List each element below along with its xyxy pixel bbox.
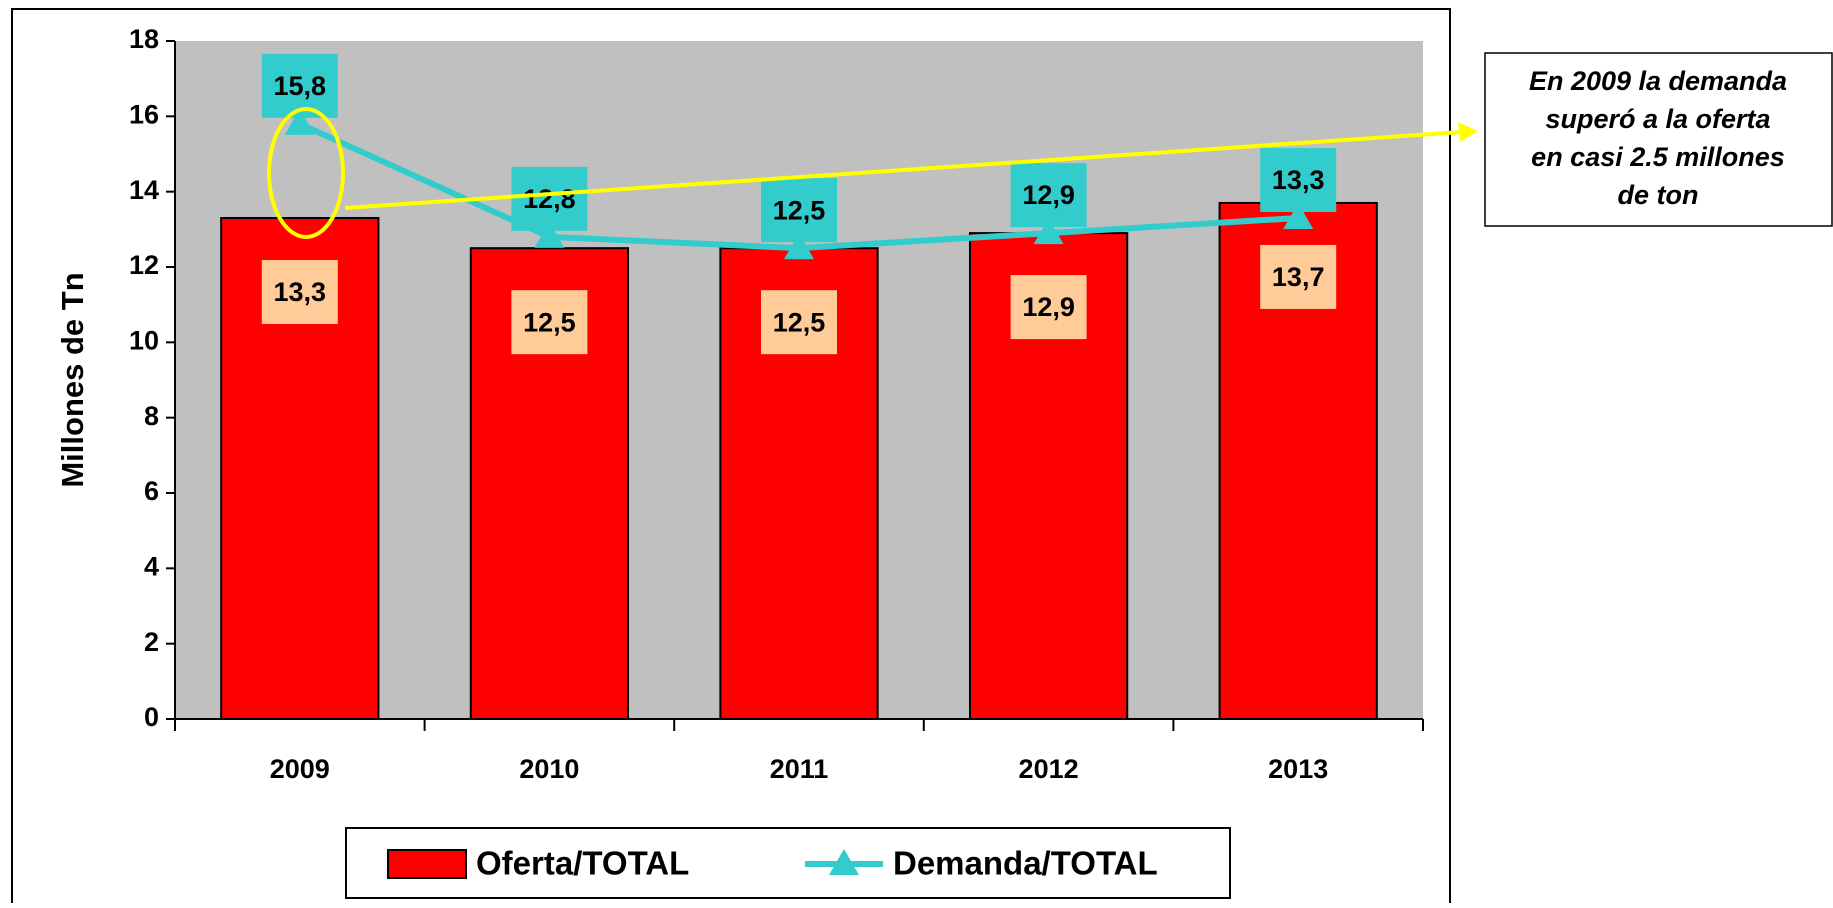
value-label-box [761, 178, 837, 243]
y-tick-label: 18 [129, 24, 159, 54]
line-marker [1033, 218, 1064, 245]
annotation-line: en casi 2.5 millones [1531, 142, 1785, 172]
value-label-box [1260, 244, 1337, 309]
y-tick-label: 10 [129, 325, 159, 355]
x-tick-label: 2009 [270, 754, 330, 784]
annotation-line: superó a la oferta [1545, 104, 1770, 134]
line-marker [784, 233, 814, 260]
annotation-line: de ton [1618, 180, 1699, 210]
line-marker [1283, 203, 1314, 230]
y-tick-label: 4 [144, 551, 159, 581]
legend-label: Oferta/TOTAL [476, 845, 689, 882]
value-label: 12,5 [773, 307, 826, 337]
x-tick-label: 2011 [770, 754, 829, 784]
legend-marker [829, 849, 859, 875]
y-tick-label: 16 [129, 99, 159, 129]
value-label: 13,3 [1272, 165, 1325, 195]
value-label-box [1010, 275, 1087, 340]
legend-swatch [387, 849, 467, 879]
value-label: 12,9 [1022, 292, 1075, 322]
value-label-box [511, 290, 588, 355]
y-tick-label: 6 [144, 476, 159, 506]
value-label-box [761, 290, 837, 355]
value-label: 12,5 [523, 307, 576, 337]
arrow-head [1458, 122, 1478, 142]
value-label: 12,5 [773, 195, 826, 225]
legend-entries: Oferta/TOTAL Demanda/TOTAL [387, 845, 1158, 882]
y-axis-title: Millones de Tn [55, 272, 90, 487]
value-label-box [261, 53, 338, 118]
annotation: En 2009 la demanda superó a la oferta en c… [1529, 66, 1787, 210]
value-label: 12,9 [1022, 180, 1075, 210]
y-tick-label: 12 [129, 250, 159, 280]
y-tick-label: 0 [144, 702, 159, 732]
annotation-box [1484, 52, 1833, 227]
value-label: 13,3 [274, 277, 327, 307]
value-label: 15,8 [274, 71, 327, 101]
arrow-line [344, 130, 1463, 210]
x-tick-label: 2012 [1019, 754, 1079, 784]
line-marker [534, 221, 565, 248]
value-label-box [261, 260, 338, 325]
legend [345, 827, 1231, 899]
value-label-box [1260, 148, 1337, 213]
highlight-ellipse [267, 107, 345, 239]
legend-label: Demanda/TOTAL [893, 845, 1158, 882]
value-label: 12,8 [523, 184, 576, 214]
x-tick-label: 2010 [519, 754, 579, 784]
line-marker [284, 108, 315, 135]
y-tick-label: 14 [129, 175, 159, 205]
marks: 0 2 4 6 8 10 12 14 16 18 2009 2010 2011 2012 2013 13,3 1… [129, 24, 1478, 784]
x-tick-label: 2013 [1268, 754, 1328, 784]
y-tick-label: 8 [144, 401, 159, 431]
value-label-box [511, 166, 588, 231]
annotation-line: En 2009 la demanda [1529, 66, 1787, 96]
y-tick-label: 2 [144, 627, 159, 657]
value-label: 13,7 [1272, 262, 1325, 292]
value-label-box [1010, 163, 1087, 228]
